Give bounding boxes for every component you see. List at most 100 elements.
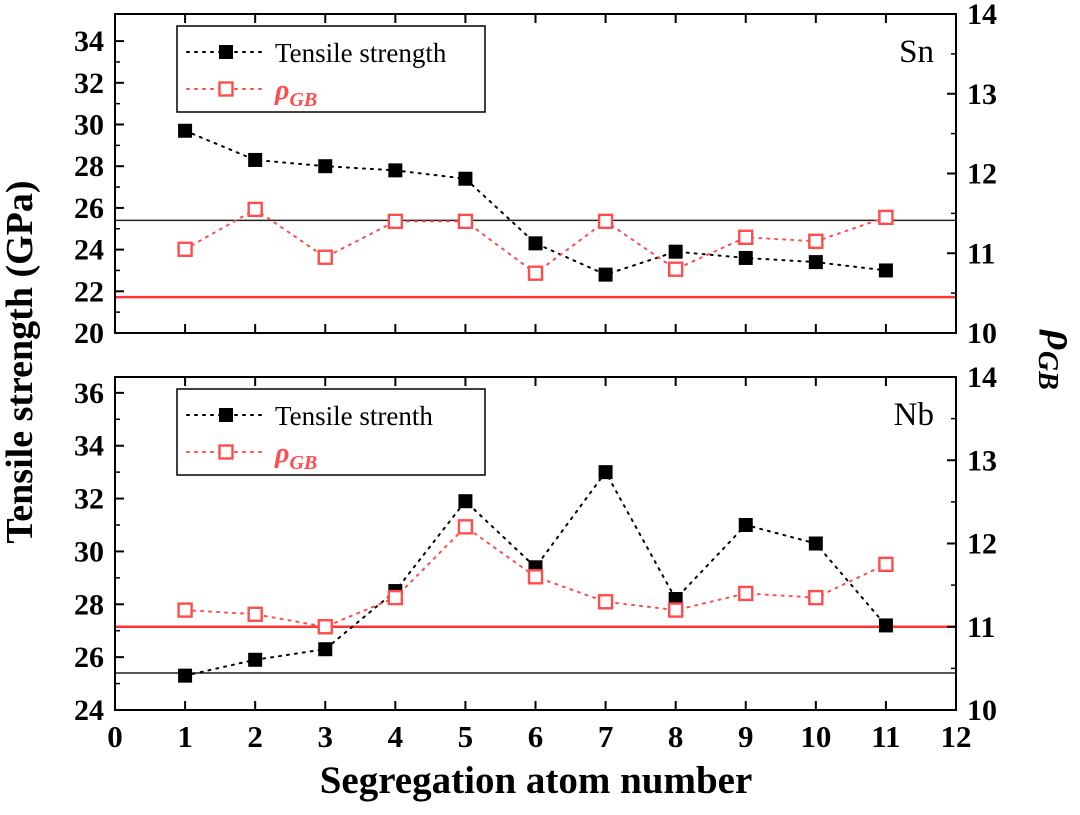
right-tick-label: 13 <box>967 78 997 111</box>
legend-box <box>176 388 486 476</box>
right-tick-label: 11 <box>967 611 995 644</box>
right-axis-label: ρGB <box>1032 329 1080 390</box>
legend-rho-marker <box>218 81 234 97</box>
legend-tensile-marker <box>219 408 233 422</box>
x-tick-label: 3 <box>318 719 334 754</box>
legend-label-tensile: Tensile strenth <box>275 401 433 431</box>
right-tick-label: 14 <box>967 361 997 394</box>
left-tick-label: 24 <box>74 234 104 267</box>
legend-label-rho: ρGB <box>274 75 317 111</box>
x-tick-label: 10 <box>800 719 831 754</box>
left-tick-label: 34 <box>74 25 104 58</box>
rho-gb-point <box>878 556 894 573</box>
legend-tensile-marker <box>219 45 233 59</box>
right-tick-label: 11 <box>967 237 995 270</box>
left-tick-label: 20 <box>74 317 104 350</box>
left-tick-label: 32 <box>74 483 104 516</box>
rho-gb-point <box>667 261 684 277</box>
x-tick-label: 12 <box>941 719 972 754</box>
legend-rho-marker <box>218 444 234 460</box>
right-tick-label: 14 <box>967 0 997 31</box>
tensile-strength-point <box>458 171 473 186</box>
rho-gb-point <box>808 589 824 606</box>
tensile-strength-point <box>178 123 193 138</box>
rho-gb-point <box>247 606 263 622</box>
left-tick-label: 30 <box>74 535 104 568</box>
rho-gb-point <box>667 602 684 618</box>
left-axis-label: Tensile strength (GPa) <box>0 180 41 543</box>
tensile-strength-point <box>318 642 333 657</box>
rho-gb-point <box>457 213 474 230</box>
right-tick-label: 12 <box>967 528 997 561</box>
rho-gb-point <box>738 585 754 602</box>
rho-gb-point <box>808 233 824 249</box>
tensile-strength-point <box>248 152 263 167</box>
tensile-strength-point <box>808 255 823 270</box>
x-tick-label: 7 <box>598 719 614 754</box>
right-tick-label: 12 <box>967 158 997 191</box>
right-tick-label: 10 <box>967 317 997 350</box>
tensile-strength-point <box>458 494 473 509</box>
x-tick-label: 2 <box>247 719 263 754</box>
x-tick-label: 6 <box>528 719 544 754</box>
panel-label: Nb <box>894 397 934 433</box>
tensile-strength-point <box>668 244 683 259</box>
tensile-strength-line <box>184 129 887 276</box>
x-tick-label: 0 <box>107 719 123 754</box>
tensile-strength-point <box>248 652 263 667</box>
rho-gb-point <box>457 519 474 535</box>
tensile-strength-point <box>878 618 893 633</box>
legend-label-tensile: Tensile strength <box>275 38 447 68</box>
tensile-strength-point <box>598 465 613 480</box>
tensile-strength-point <box>318 159 333 174</box>
rho-gb-point <box>387 589 404 606</box>
tensile-strength-point <box>808 536 823 551</box>
left-tick-label: 26 <box>74 641 104 674</box>
x-tick-label: 9 <box>738 719 754 754</box>
rho-gb-point <box>177 241 193 257</box>
x-tick-label: 1 <box>177 719 193 754</box>
tensile-strength-line <box>184 470 887 677</box>
left-tick-label: 22 <box>74 275 104 308</box>
legend-box <box>176 25 486 113</box>
x-axis-label: Segregation atom number <box>320 759 753 802</box>
left-tick-label: 36 <box>74 377 104 410</box>
tensile-strength-point <box>528 236 543 251</box>
tensile-strength-point <box>178 668 193 683</box>
tensile-strength-point <box>878 263 893 278</box>
x-tick-label: 11 <box>871 719 900 754</box>
left-tick-label: 32 <box>74 67 104 100</box>
rho-gb-point <box>878 209 894 226</box>
rho-gb-point <box>527 569 544 585</box>
panel-label: Sn <box>899 34 934 70</box>
panel-Sn: 20 22 24 26 28 30 32 34 10 11 12 13 14 Sn Tensile stre… <box>74 0 997 350</box>
rho-gb-point <box>527 265 544 281</box>
rho-gb-point <box>597 594 614 610</box>
left-tick-label: 30 <box>74 109 104 142</box>
tensile-strength-point <box>388 163 403 178</box>
left-tick-label: 28 <box>74 588 104 621</box>
left-tick-label: 24 <box>74 694 104 727</box>
x-tick-label: 8 <box>668 719 684 754</box>
left-tick-label: 34 <box>74 430 104 463</box>
rho-gb-point <box>177 602 193 618</box>
legend-label-rho: ρGB <box>274 438 317 474</box>
rho-gb-point <box>317 249 333 265</box>
rho-gb-point <box>597 213 614 230</box>
left-tick-label: 28 <box>74 150 104 183</box>
x-tick-label: 5 <box>458 719 474 754</box>
x-tick-label: 4 <box>388 719 404 754</box>
right-tick-label: 13 <box>967 444 997 477</box>
rho-gb-point <box>738 229 754 246</box>
right-tick-label: 10 <box>967 694 997 727</box>
rho-gb-point <box>317 619 333 635</box>
rho-gb-point <box>247 201 263 218</box>
tensile-strength-point <box>598 267 613 282</box>
tensile-strength-point <box>738 518 753 532</box>
left-tick-label: 26 <box>74 192 104 225</box>
tensile-strength-point <box>738 250 753 265</box>
rho-gb-point <box>387 213 404 230</box>
